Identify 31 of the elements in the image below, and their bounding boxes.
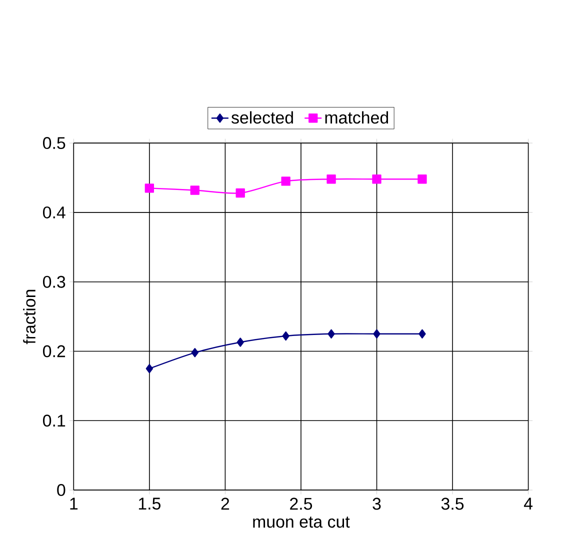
x-tick-label: 1 [70, 498, 78, 510]
point [236, 188, 245, 198]
point [372, 174, 382, 184]
point [418, 174, 427, 184]
point [373, 330, 380, 339]
point [190, 186, 200, 196]
point [282, 332, 290, 341]
x-axis-title: muon eta cut [253, 516, 350, 528]
point [191, 348, 198, 358]
y-tick-label: 0.1 [43, 414, 66, 427]
y-axis-title: fraction [23, 290, 36, 344]
y-tick-label: 0.4 [43, 206, 66, 219]
x-tick-label: 3.5 [441, 498, 464, 510]
x-tick-label: 2.5 [290, 498, 312, 510]
point [326, 174, 336, 184]
y-tick-label: 0.3 [43, 276, 66, 288]
point [328, 330, 335, 339]
x-tick-label: 3 [372, 498, 381, 510]
point [281, 176, 290, 186]
y-tick-label: 0 [57, 484, 66, 496]
y-tick-label: 0.5 [43, 137, 66, 150]
point [144, 184, 154, 193]
y-tick-label: 0.2 [43, 345, 66, 358]
x-tick-label: 4 [524, 498, 533, 510]
legend-label: matched [325, 111, 388, 124]
x-tick-label: 2 [221, 498, 230, 510]
point [146, 364, 154, 374]
point [418, 330, 426, 339]
x-tick-label: 1.5 [138, 498, 160, 510]
point [236, 338, 244, 348]
legend-label: selected [231, 111, 293, 124]
